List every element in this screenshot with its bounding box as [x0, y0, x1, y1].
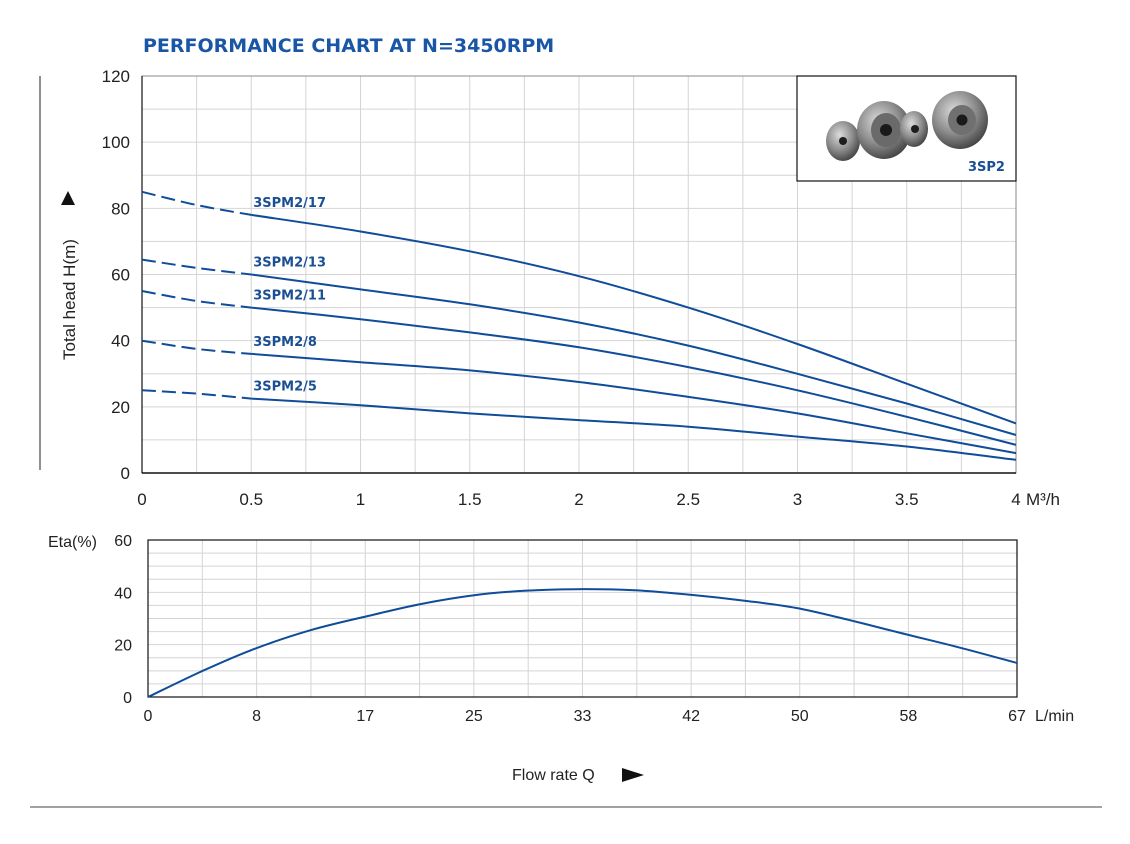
head-curve: [251, 213, 1017, 425]
eta-x-tick-labels: 0 8 17 25 33 42 50 58 67: [144, 708, 1026, 725]
head-curve-label: 3SPM2/11: [253, 289, 326, 304]
impeller-inset: 3SP2: [796, 75, 1017, 182]
head-x-tick-label: 4: [1011, 490, 1020, 509]
head-curve-dashed: [141, 290, 252, 309]
head-x-tick-label: 0: [137, 490, 146, 509]
eta-y-tick-labels: 0 20 40 60: [114, 533, 132, 707]
head-x-tick-label: 1: [356, 490, 365, 509]
eta-x-tick-label: 50: [791, 708, 809, 725]
head-curve: [251, 352, 1017, 455]
eta-y-axis-label: Eta(%): [48, 534, 97, 551]
head-y-tick-label: 120: [102, 67, 130, 86]
head-x-tick-label: 0.5: [239, 490, 263, 509]
head-x-unit-label: M³/h: [1026, 490, 1060, 509]
head-curve: [251, 273, 1017, 436]
head-x-tick-label: 2.5: [676, 490, 700, 509]
head-x-tick-label: 1.5: [458, 490, 482, 509]
eta-curve: [147, 588, 1018, 698]
head-curve: [251, 397, 1017, 461]
head-curve-dashed: [141, 389, 252, 400]
head-x-tick-label: 2: [574, 490, 583, 509]
eta-x-tick-label: 8: [252, 708, 261, 725]
eta-x-tick-label: 33: [574, 708, 592, 725]
head-x-tick-labels: 0 0.5 1 1.5 2 2.5 3 3.5 4: [137, 490, 1020, 509]
head-y-tick-label: 60: [111, 266, 130, 285]
head-x-tick-label: 3.5: [895, 490, 919, 509]
eta-chart-grid: [148, 540, 1017, 697]
eta-y-tick-label: 0: [123, 690, 132, 707]
eta-x-tick-label: 67: [1008, 708, 1026, 725]
eta-y-tick-label: 40: [114, 585, 132, 602]
head-curve: [251, 306, 1017, 446]
inset-label: 3SP2: [968, 160, 1005, 175]
eta-x-tick-label: 58: [899, 708, 917, 725]
chart-title: PERFORMANCE CHART AT N=3450RPM: [143, 35, 554, 57]
head-y-tick-label: 20: [111, 398, 130, 417]
eta-chart-frame: [147, 539, 1018, 698]
head-y-tick-label: 80: [111, 199, 130, 218]
head-y-axis-label: Total head H(m): [60, 239, 79, 360]
eta-x-tick-label: 42: [682, 708, 700, 725]
head-curve-labels: 3SPM2/17 3SPM2/13 3SPM2/11 3SPM2/8 3SPM2/5: [253, 196, 326, 395]
head-curve-dashed: [141, 190, 252, 216]
head-curve-dashed: [141, 339, 252, 355]
flow-rate-arrow-icon: [622, 768, 644, 782]
eta-y-tick-label: 60: [114, 533, 132, 550]
head-curve-label: 3SPM2/13: [253, 256, 326, 271]
head-axis-arrow-icon: [61, 191, 75, 205]
head-y-tick-label: 0: [121, 464, 130, 483]
head-y-tick-labels: 0 20 40 60 80 100 120: [102, 67, 130, 483]
eta-x-tick-label: 0: [144, 708, 153, 725]
eta-x-unit-label: L/min: [1035, 708, 1074, 725]
head-x-tick-label: 3: [793, 490, 802, 509]
eta-y-tick-label: 20: [114, 638, 132, 655]
head-curve-label: 3SPM2/5: [253, 380, 317, 395]
head-curve-dashed: [141, 258, 252, 276]
eta-curve-line: [147, 588, 1018, 698]
head-curves: [141, 190, 1017, 461]
head-y-tick-label: 100: [102, 133, 130, 152]
flow-rate-label: Flow rate Q: [512, 767, 595, 784]
head-curve-label: 3SPM2/17: [253, 196, 326, 211]
eta-x-tick-label: 17: [356, 708, 374, 725]
head-y-tick-label: 40: [111, 332, 130, 351]
eta-x-tick-label: 25: [465, 708, 483, 725]
impeller-image: [826, 91, 988, 161]
head-curve-label: 3SPM2/8: [253, 335, 317, 350]
